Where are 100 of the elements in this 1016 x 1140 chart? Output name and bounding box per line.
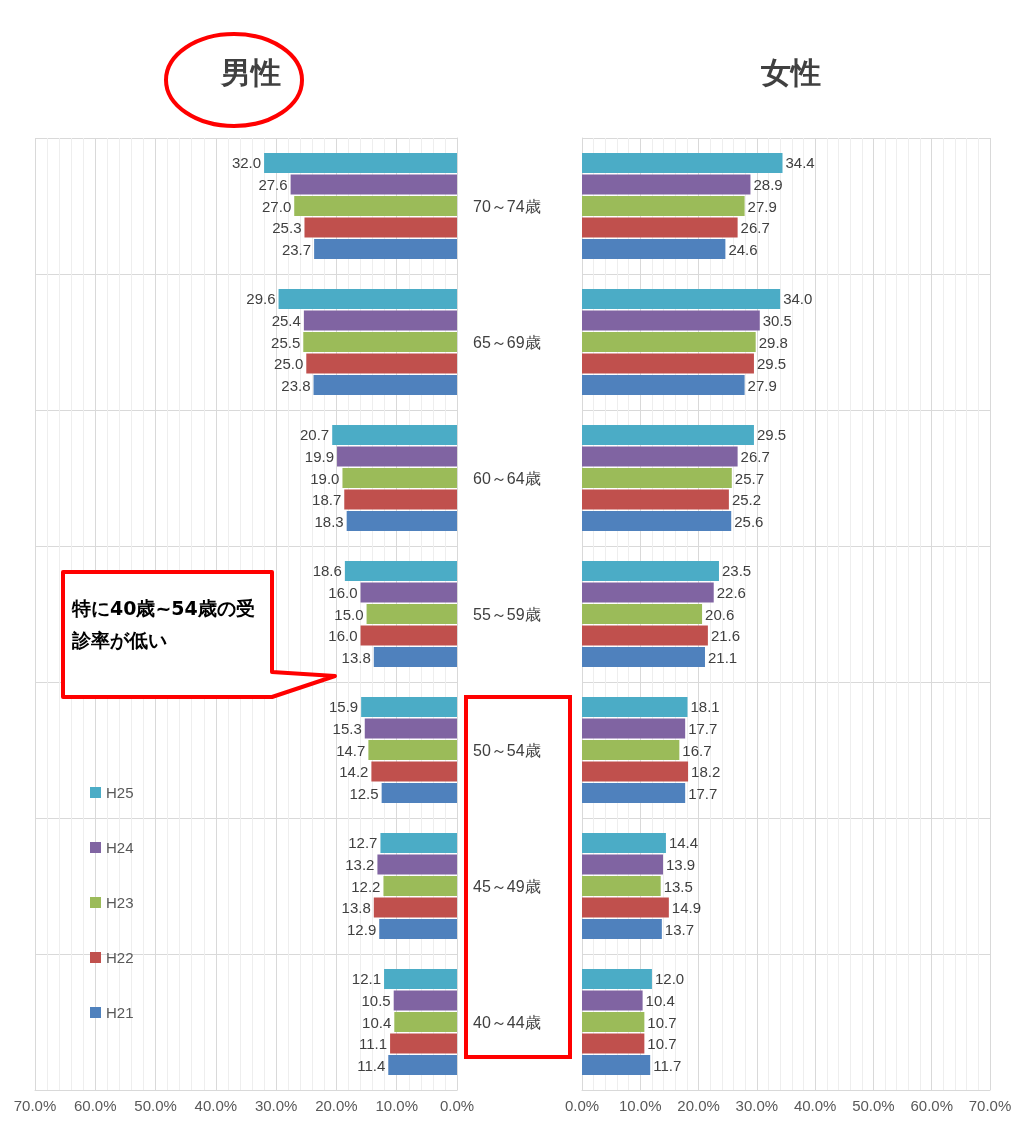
data-label: 25.3 (272, 219, 302, 237)
bar (582, 560, 719, 581)
y-tick-label: 55～59歳 (473, 605, 541, 623)
bar (304, 217, 457, 238)
bar (582, 1033, 645, 1054)
bar (344, 560, 457, 581)
bar (582, 217, 738, 238)
data-label: 16.0 (328, 627, 358, 645)
data-label: 25.6 (734, 512, 764, 530)
bar (393, 990, 457, 1011)
bar (390, 1033, 457, 1054)
data-label: 16.0 (328, 583, 358, 601)
annotation: 特に40歳~54歳の受診率が低い (72, 596, 256, 653)
bar (383, 876, 457, 896)
data-label: 12.5 (349, 784, 379, 802)
bar (371, 761, 457, 782)
data-label: 10.7 (647, 1013, 677, 1031)
y-tick-label: 50～54歳 (473, 741, 541, 759)
x-tick-label: 30.0% (254, 1097, 298, 1114)
bar (342, 468, 457, 488)
data-label: 17.7 (688, 719, 718, 737)
data-label: 11.7 (653, 1056, 682, 1074)
data-label: 12.2 (351, 877, 381, 895)
data-label: 10.7 (647, 1035, 677, 1053)
x-tick-label: 20.0% (677, 1097, 720, 1114)
data-label: 34.0 (783, 290, 813, 308)
bar (306, 353, 457, 374)
data-label: 29.5 (756, 426, 787, 444)
y-tick-label: 45～49歳 (473, 877, 541, 895)
data-label: 23.8 (281, 376, 311, 394)
bar (582, 196, 745, 216)
legend-label: H25 (106, 784, 134, 801)
bar (582, 897, 669, 918)
data-label: 11.1 (358, 1035, 388, 1053)
bar (373, 647, 457, 668)
bar (361, 696, 457, 717)
bar (582, 696, 688, 717)
x-tick-label: 0.0% (439, 1097, 475, 1114)
data-label: 28.9 (753, 175, 783, 193)
bar (582, 876, 661, 896)
bar (303, 310, 457, 331)
data-label: 25.7 (734, 469, 764, 487)
bar (582, 783, 686, 804)
data-label: 12.1 (351, 970, 382, 988)
bar (582, 919, 662, 940)
legend-label: H23 (106, 894, 134, 911)
data-label: 13.9 (666, 855, 696, 873)
bar (368, 740, 457, 760)
chart-title: 男性 (220, 54, 281, 90)
data-label: 20.7 (300, 426, 330, 444)
data-label: 26.7 (740, 219, 770, 237)
bar (366, 604, 457, 624)
bar (364, 718, 457, 739)
data-label: 29.5 (756, 355, 787, 373)
data-label: 10.4 (362, 1013, 392, 1031)
data-label: 18.3 (314, 512, 344, 530)
bar (582, 832, 666, 853)
bar (582, 332, 756, 352)
bar (582, 310, 760, 331)
bar (582, 647, 705, 668)
data-label: 10.4 (645, 991, 675, 1009)
data-label: 25.2 (731, 491, 762, 509)
bar (313, 375, 457, 396)
x-tick-label: 50.0% (852, 1097, 895, 1114)
bar (582, 1055, 651, 1076)
data-label: 25.4 (271, 311, 301, 329)
data-label: 12.9 (347, 920, 377, 938)
data-label: 13.8 (341, 899, 371, 917)
bar (582, 1012, 645, 1032)
bar (278, 288, 457, 309)
data-label: 14.2 (339, 763, 369, 781)
data-label: 23.7 (281, 240, 312, 258)
y-tick-label: 70～74歳 (473, 197, 541, 215)
data-label: 29.8 (758, 333, 788, 351)
bar (264, 152, 457, 173)
x-tick-label: 60.0% (910, 1097, 953, 1114)
x-tick-label: 70.0% (968, 1097, 1012, 1114)
bar (360, 625, 457, 646)
data-label: 24.6 (728, 240, 758, 258)
data-label: 17.7 (688, 784, 718, 802)
bar (582, 990, 643, 1011)
data-label: 11.4 (357, 1056, 386, 1074)
legend-label: H22 (106, 949, 134, 966)
bar (582, 604, 703, 624)
x-tick-label: 50.0% (134, 1097, 177, 1114)
legend-label: H21 (106, 1004, 134, 1021)
x-tick-label: 40.0% (194, 1097, 238, 1114)
x-tick-label: 10.0% (375, 1097, 418, 1114)
data-label: 13.2 (345, 855, 375, 873)
chart-title: 女性 (760, 54, 821, 90)
bar (582, 446, 738, 467)
bar (582, 854, 664, 875)
bar (377, 854, 457, 875)
bar (379, 919, 457, 940)
data-label: 10.5 (361, 991, 391, 1009)
bar (582, 424, 754, 445)
data-label: 27.0 (262, 197, 292, 215)
data-label: 13.5 (663, 877, 693, 895)
bar (582, 174, 751, 195)
data-label: 25.5 (271, 333, 301, 351)
